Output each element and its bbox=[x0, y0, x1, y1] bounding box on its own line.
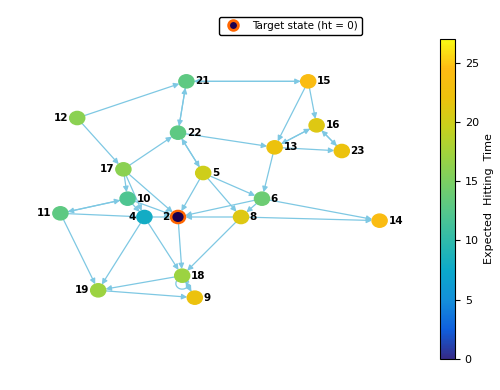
Text: 16: 16 bbox=[326, 121, 340, 130]
Circle shape bbox=[309, 119, 324, 132]
Circle shape bbox=[254, 192, 270, 205]
Text: 8: 8 bbox=[250, 212, 257, 222]
Circle shape bbox=[187, 291, 202, 304]
Text: 6: 6 bbox=[271, 194, 278, 204]
Circle shape bbox=[234, 210, 248, 223]
Text: 23: 23 bbox=[350, 146, 365, 156]
Circle shape bbox=[170, 210, 186, 223]
Text: 12: 12 bbox=[54, 113, 68, 123]
Circle shape bbox=[53, 207, 68, 220]
Text: 9: 9 bbox=[204, 292, 210, 303]
Text: 13: 13 bbox=[284, 142, 298, 152]
Text: 5: 5 bbox=[212, 168, 220, 178]
Circle shape bbox=[120, 192, 135, 205]
Text: 21: 21 bbox=[195, 76, 210, 86]
Text: 19: 19 bbox=[75, 285, 90, 295]
Circle shape bbox=[372, 214, 387, 227]
Circle shape bbox=[267, 141, 282, 154]
Text: 18: 18 bbox=[191, 271, 206, 281]
Circle shape bbox=[196, 167, 211, 180]
Text: 2: 2 bbox=[162, 212, 169, 222]
Circle shape bbox=[137, 210, 152, 223]
Text: 10: 10 bbox=[136, 194, 151, 204]
Text: 17: 17 bbox=[100, 164, 114, 174]
Circle shape bbox=[173, 213, 183, 221]
Text: 15: 15 bbox=[317, 76, 332, 86]
Legend: Target state (ht = 0): Target state (ht = 0) bbox=[218, 17, 362, 35]
Circle shape bbox=[90, 284, 106, 297]
Text: 4: 4 bbox=[128, 212, 136, 222]
Circle shape bbox=[179, 75, 194, 88]
Y-axis label: Expected  Hitting  Time: Expected Hitting Time bbox=[484, 133, 494, 264]
Circle shape bbox=[116, 163, 131, 176]
Circle shape bbox=[174, 269, 190, 282]
Circle shape bbox=[170, 126, 186, 139]
Circle shape bbox=[334, 144, 349, 158]
Circle shape bbox=[300, 75, 316, 88]
Circle shape bbox=[70, 112, 85, 125]
Text: 11: 11 bbox=[37, 208, 52, 218]
Text: 14: 14 bbox=[388, 216, 403, 226]
Text: 22: 22 bbox=[187, 128, 202, 138]
